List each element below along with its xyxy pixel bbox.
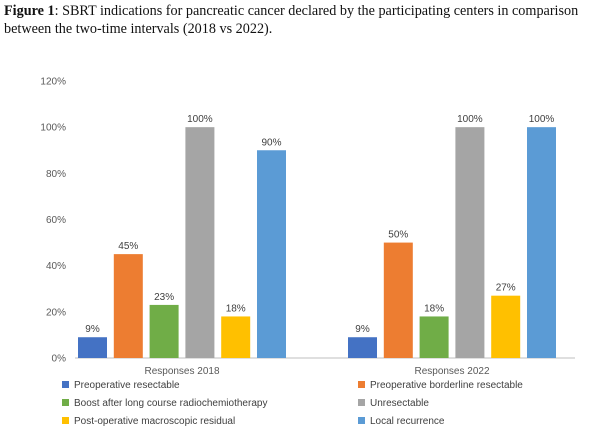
data-label: 9% xyxy=(85,324,100,335)
figure-caption: Figure 1: SBRT indications for pancreati… xyxy=(4,2,594,38)
data-label: 50% xyxy=(388,230,408,241)
y-tick-label: 100% xyxy=(40,123,66,134)
figure-caption-text: : SBRT indications for pancreatic cancer… xyxy=(4,3,579,37)
x-category-label: Responses 2018 xyxy=(144,366,219,377)
bar xyxy=(527,127,556,359)
data-label: 9% xyxy=(355,324,370,335)
bar xyxy=(257,150,286,358)
bar xyxy=(419,316,449,358)
y-tick-label: 60% xyxy=(46,215,66,226)
x-category-label: Responses 2022 xyxy=(414,366,489,377)
bar xyxy=(149,304,179,358)
legend-label: Boost after long course radiochemiothera… xyxy=(74,398,267,409)
data-label: 100% xyxy=(187,114,213,125)
data-label: 90% xyxy=(261,137,281,148)
y-axis: 0% 20% 40% 60% 80% 100% 120% xyxy=(40,77,66,365)
legend-label: Unresectable xyxy=(370,398,429,409)
bars: 9% 45% 23% 100% 18% 90% 9% 50% 18% 100% 27% 100% xyxy=(78,114,556,359)
data-label: 100% xyxy=(529,114,555,125)
legend: Preoperative resectable Preoperative bord… xyxy=(62,380,523,427)
y-tick-label: 120% xyxy=(40,77,66,88)
legend-swatch xyxy=(62,417,69,424)
bar xyxy=(78,337,107,358)
y-tick-label: 80% xyxy=(46,169,66,180)
y-tick-label: 40% xyxy=(46,261,66,272)
bar xyxy=(185,127,215,359)
y-tick-label: 0% xyxy=(52,354,67,365)
data-label: 45% xyxy=(118,241,138,252)
data-label: 18% xyxy=(424,303,444,314)
data-label: 100% xyxy=(457,114,483,125)
legend-swatch xyxy=(358,381,365,388)
data-label: 18% xyxy=(226,303,246,314)
bar xyxy=(113,254,143,358)
x-axis: Responses 2018 Responses 2022 xyxy=(144,366,489,377)
legend-label: Post-operative macroscopic residual xyxy=(74,416,235,427)
bar xyxy=(383,242,413,358)
bar xyxy=(221,316,251,358)
legend-label: Local recurrence xyxy=(370,416,445,427)
legend-label: Preoperative borderline resectable xyxy=(370,380,523,391)
figure-label: Figure 1 xyxy=(4,3,55,19)
bar xyxy=(455,127,485,359)
bar xyxy=(491,295,521,358)
y-tick-label: 20% xyxy=(46,307,66,318)
bar xyxy=(348,337,377,358)
legend-swatch xyxy=(62,399,69,406)
legend-swatch xyxy=(358,417,365,424)
data-label: 27% xyxy=(496,283,516,294)
data-label: 23% xyxy=(154,292,174,303)
legend-swatch xyxy=(62,381,69,388)
legend-label: Preoperative resectable xyxy=(74,380,180,391)
legend-swatch xyxy=(358,399,365,406)
